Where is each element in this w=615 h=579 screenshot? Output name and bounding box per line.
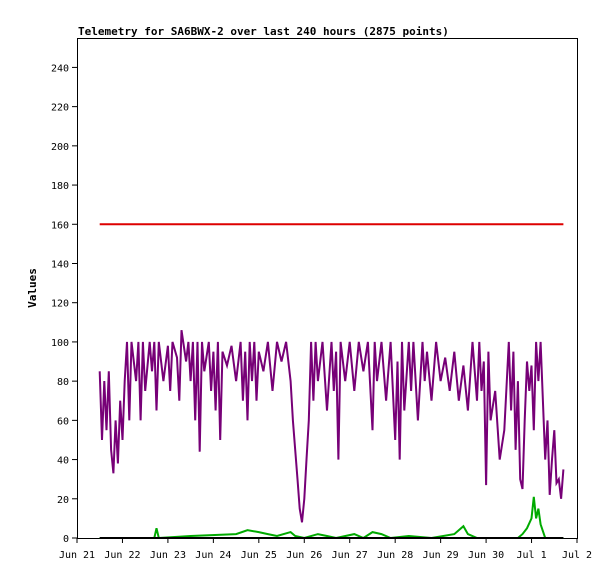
- y-tick-label: 240: [51, 63, 69, 74]
- x-axis-ticks: Jun 21 Jun 22 Jun 23 Jun 24 Jun 25 Jun 26 Jun …: [59, 538, 592, 561]
- x-tick-label: Jun 21: [59, 550, 95, 561]
- x-tick-label: Jul 2: [562, 550, 592, 561]
- plot-area-frame: [77, 38, 578, 539]
- chart-title: Telemetry for SA6BWX-2 over last 240 hou…: [78, 25, 449, 38]
- y-tick-label: 160: [51, 220, 69, 231]
- y-tick-label: 140: [51, 259, 69, 270]
- y-tick-label: 220: [51, 103, 69, 114]
- y-tick-label: 80: [57, 377, 69, 388]
- series-line-2: [99, 496, 564, 540]
- x-tick-label: Jun 24: [195, 550, 231, 561]
- x-tick-label: Jun 25: [241, 550, 277, 561]
- y-tick-label: 20: [57, 495, 69, 506]
- y-tick-label: 180: [51, 181, 69, 192]
- y-tick-label: 40: [57, 456, 69, 467]
- x-tick-label: Jun 30: [468, 550, 504, 561]
- y-tick-label: 200: [51, 142, 69, 153]
- data-series: [98, 223, 565, 540]
- y-axis-label: Values: [26, 268, 39, 308]
- y-tick-label: 100: [51, 338, 69, 349]
- x-tick-label: Jun 27: [332, 550, 368, 561]
- y-axis-ticks: 0 20 40 60 80 100 120 140 160 180 200 220 240: [51, 63, 77, 545]
- x-tick-label: Jun 28: [377, 550, 413, 561]
- x-tick-label: Jun 26: [286, 550, 322, 561]
- y-tick-label: 0: [63, 534, 69, 545]
- x-tick-label: Jun 23: [150, 550, 186, 561]
- y-tick-label: 120: [51, 299, 69, 310]
- x-tick-label: Jun 22: [104, 550, 140, 561]
- y-tick-label: 60: [57, 416, 69, 427]
- x-tick-label: Jun 29: [423, 550, 459, 561]
- x-tick-label: Jul 1: [516, 550, 546, 561]
- series-line-1: [98, 330, 565, 523]
